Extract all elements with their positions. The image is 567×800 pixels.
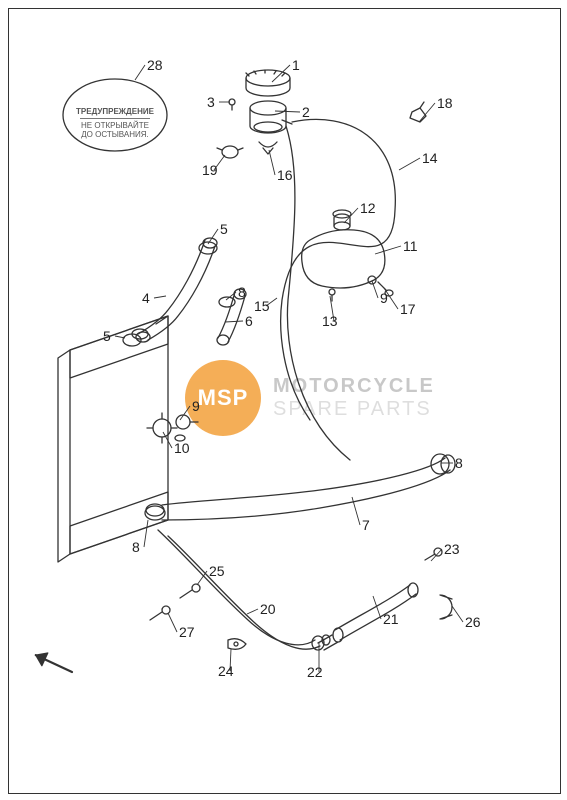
part-2-neck-top xyxy=(250,101,286,115)
part-7-hose-top xyxy=(162,458,445,505)
part-6-hose-end2 xyxy=(217,335,229,345)
part-13-drain xyxy=(329,289,335,295)
part-25-bolt-shaft xyxy=(180,590,192,598)
part-21-hose-end2 xyxy=(408,583,418,597)
part-2-neck-spigot xyxy=(282,120,292,124)
callout-7: 7 xyxy=(362,517,370,533)
part-24-bracket-hole xyxy=(234,642,238,646)
part-21-hose-end1 xyxy=(333,628,343,642)
part-7-hose-bot xyxy=(162,470,450,520)
callout-20: 20 xyxy=(260,601,276,617)
diagram-page: MSP MOTORCYCLE SPARE PARTS xyxy=(0,0,567,800)
part-1-cap-side xyxy=(246,78,290,96)
callout-13: 13 xyxy=(322,313,338,329)
direction-arrow xyxy=(33,649,75,679)
part-4-hose-inner xyxy=(148,246,215,340)
callout-25: 25 xyxy=(209,563,225,579)
callout-9: 9 xyxy=(192,398,200,414)
part-19-clamp-ears xyxy=(217,148,243,150)
callout-8: 8 xyxy=(132,539,140,555)
callout-16: 16 xyxy=(277,167,293,183)
label-28-line2: ДО ОСТЫВАНИЯ. xyxy=(76,130,154,139)
label-28-title: ТРЕДУПРЕЖДЕНИЕ xyxy=(76,107,154,116)
part-25-bolt-head xyxy=(192,584,200,592)
part-18-clip-tab xyxy=(420,102,424,108)
callout-5: 5 xyxy=(103,328,111,344)
part-6-hose-inner xyxy=(228,296,245,342)
part-10-switch xyxy=(176,415,190,429)
part-28-label-text: ТРЕДУПРЕЖДЕНИЕ НЕ ОТКРЫВАЙТЕ ДО ОСТЫВАНИ… xyxy=(60,88,170,158)
callout-9: 9 xyxy=(380,290,388,306)
callout-17: 17 xyxy=(400,301,416,317)
part-21-hose-bot xyxy=(340,594,416,640)
callout-1: 1 xyxy=(292,57,300,73)
part-7-hose-end xyxy=(441,455,455,473)
callout-11: 11 xyxy=(403,238,418,254)
callout-10: 10 xyxy=(174,440,190,456)
callout-5: 5 xyxy=(220,221,228,237)
callout-8: 8 xyxy=(455,455,463,471)
callout-26: 26 xyxy=(465,614,481,630)
callout-21: 21 xyxy=(383,611,399,627)
part-24-bracket xyxy=(228,639,246,650)
label-28-rule xyxy=(80,118,150,119)
callout-19: 19 xyxy=(202,162,218,178)
part-1-cap-top xyxy=(246,70,290,86)
callout-24: 24 xyxy=(218,663,234,679)
part-11-tank-neck xyxy=(334,222,350,230)
part-14-hose xyxy=(281,119,396,420)
part-26-clip xyxy=(440,595,452,619)
callout-2: 2 xyxy=(302,104,310,120)
part-11-tank-neck2 xyxy=(334,214,350,226)
part-16-clip2 xyxy=(263,148,273,154)
callout-22: 22 xyxy=(307,664,323,680)
callout-27: 27 xyxy=(179,624,195,640)
callout-12: 12 xyxy=(360,200,376,216)
part-4-hose-outer xyxy=(138,240,205,334)
callout-15: 15 xyxy=(254,298,270,314)
callout-4: 4 xyxy=(142,290,150,306)
callout-14: 14 xyxy=(422,150,438,166)
callout-3: 3 xyxy=(207,94,215,110)
part-4-hose-end1 xyxy=(203,238,217,248)
part-18-clip xyxy=(410,108,426,122)
part-11-tank-body xyxy=(302,230,385,288)
part-2-neck-inner xyxy=(254,122,282,132)
callout-18: 18 xyxy=(437,95,453,111)
callout-28: 28 xyxy=(147,57,163,73)
part-23-bolt-head xyxy=(434,548,442,556)
radiator-body xyxy=(58,316,177,562)
part-15-hose xyxy=(286,126,350,460)
part-23-bolt-shaft xyxy=(425,554,435,560)
part-27-bolt-head xyxy=(162,606,170,614)
label-28-line1: НЕ ОТКРЫВАЙТЕ xyxy=(76,121,154,130)
callout-8: 8 xyxy=(238,284,246,300)
callout-23: 23 xyxy=(444,541,460,557)
part-27-bolt-shaft xyxy=(150,612,162,620)
callout-6: 6 xyxy=(245,313,253,329)
part-16-clip xyxy=(259,142,277,147)
